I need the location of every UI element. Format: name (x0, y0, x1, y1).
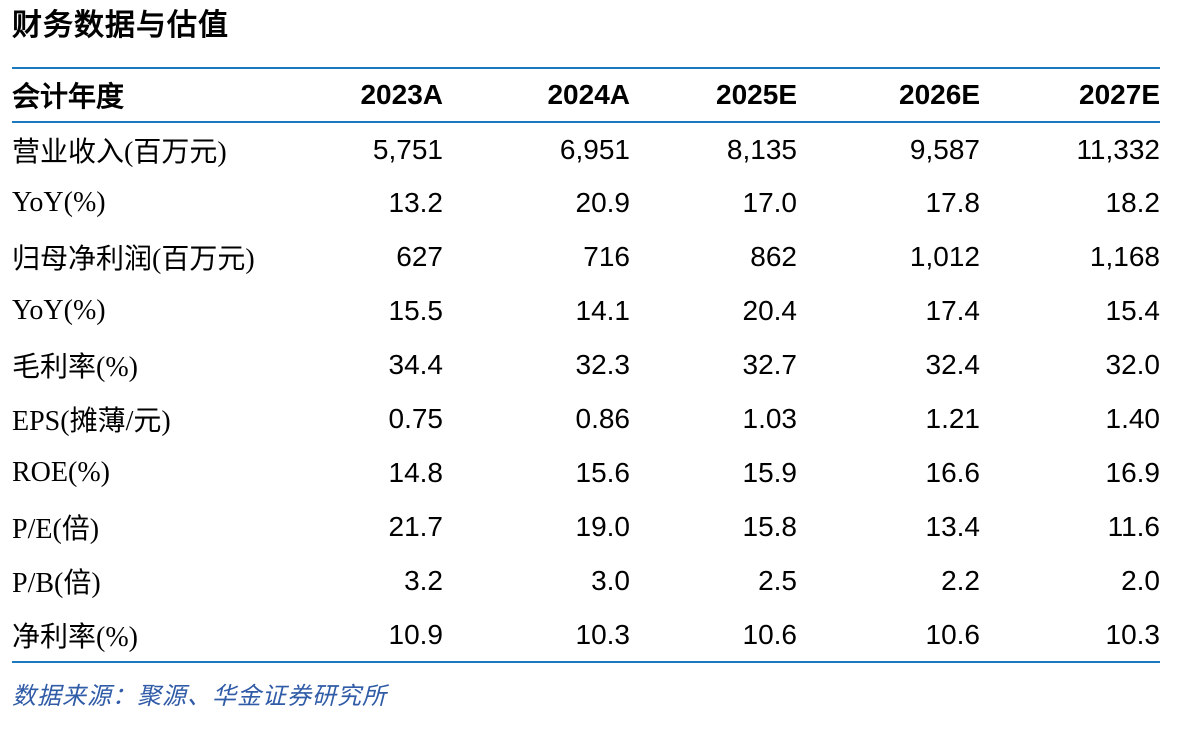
cell-value: 14.1 (575, 295, 631, 326)
table-row-revenue-yoy: YoY(%) 13.2 20.9 17.0 17.8 18.2 (12, 176, 1160, 230)
cell-value: 32.3 (575, 349, 631, 380)
cell-value: 2.5 (758, 565, 797, 596)
cell-value: 17.0 (742, 187, 798, 218)
row-label: P/B(倍) (12, 568, 101, 599)
cell-value: 3.2 (404, 565, 443, 596)
table-row-revenue: 营业收入(百万元) 5,751 6,951 8,135 9,587 11,332 (12, 122, 1160, 176)
cell-value: 8,135 (726, 133, 797, 165)
table-row-pe: P/E(倍) 21.7 19.0 15.8 13.4 11.6 (12, 500, 1160, 554)
cell-value: 1.03 (742, 403, 798, 434)
row-label: 毛利率(%) (12, 352, 138, 383)
cell-value: 2.2 (941, 565, 980, 596)
cell-value: 34.4 (388, 349, 444, 380)
column-header-fiscal-year: 会计年度 (12, 82, 125, 113)
cell-value: 1.21 (925, 403, 981, 434)
page-title: 财务数据与估值 (12, 9, 229, 42)
cell-value: 16.9 (1105, 457, 1161, 488)
table-row-net-profit: 归母净利润(百万元) 627 716 862 1,012 1,168 (12, 230, 1160, 284)
row-label: 营业收入(百万元) (12, 136, 227, 168)
cell-value: 20.4 (742, 295, 798, 326)
cell-value: 32.4 (925, 349, 981, 380)
cell-value: 3.0 (591, 565, 630, 596)
cell-value: 716 (583, 241, 630, 272)
cell-value: 11.6 (1107, 511, 1160, 542)
cell-value: 21.7 (388, 511, 444, 542)
financial-data-table: 会计年度 2023A 2024A 2025E 2026E 2027E 营业收入(… (12, 67, 1160, 663)
cell-value: 862 (750, 241, 797, 272)
row-label: ROE(%) (12, 457, 110, 488)
table-row-gross-margin: 毛利率(%) 34.4 32.3 32.7 32.4 32.0 (12, 338, 1160, 392)
cell-value: 32.7 (742, 349, 798, 380)
cell-value: 5,751 (372, 133, 443, 165)
cell-value: 1.40 (1105, 403, 1161, 434)
table-row-pb: P/B(倍) 3.2 3.0 2.5 2.2 2.0 (12, 554, 1160, 608)
cell-value: 15.8 (742, 511, 798, 542)
cell-value: 0.75 (388, 403, 444, 434)
cell-value: 15.9 (742, 457, 798, 488)
cell-value: 17.8 (925, 187, 981, 218)
cell-value: 10.9 (388, 618, 444, 650)
cell-value: 2.0 (1121, 565, 1160, 596)
cell-value: 19.0 (575, 511, 631, 542)
cell-value: 16.6 (925, 457, 981, 488)
row-label: P/E(倍) (12, 514, 100, 545)
cell-value: 18.2 (1105, 187, 1161, 218)
cell-value: 1,012 (909, 241, 980, 272)
table-row-net-margin: 净利率(%) 10.9 10.3 10.6 10.6 10.3 (12, 608, 1160, 662)
cell-value: 627 (396, 241, 443, 272)
cell-value: 10.6 (742, 618, 798, 650)
cell-value: 14.8 (388, 457, 444, 488)
cell-value: 11,332 (1076, 133, 1160, 165)
row-label: 归母净利润(百万元) (12, 244, 255, 275)
column-header-2027E: 2027E (1079, 79, 1160, 110)
row-label: 净利率(%) (12, 621, 138, 653)
row-label: YoY(%) (12, 295, 106, 326)
table-body: 营业收入(百万元) 5,751 6,951 8,135 9,587 11,332… (12, 122, 1160, 662)
column-header-2025E: 2025E (716, 79, 797, 110)
cell-value: 13.4 (925, 511, 981, 542)
table-header-row: 会计年度 2023A 2024A 2025E 2026E 2027E (12, 68, 1160, 122)
cell-value: 15.5 (388, 295, 444, 326)
cell-value: 10.6 (925, 618, 981, 650)
table-row-net-profit-yoy: YoY(%) 15.5 14.1 20.4 17.4 15.4 (12, 284, 1160, 338)
cell-value: 10.3 (575, 618, 631, 650)
cell-value: 15.6 (575, 457, 631, 488)
data-source-note: 数据来源：聚源、华金证券研究所 (12, 684, 387, 710)
cell-value: 0.86 (575, 403, 631, 434)
cell-value: 6,951 (559, 133, 630, 165)
cell-value: 20.9 (575, 187, 631, 218)
table-row-eps: EPS(摊薄/元) 0.75 0.86 1.03 1.21 1.40 (12, 392, 1160, 446)
table-row-roe: ROE(%) 14.8 15.6 15.9 16.6 16.9 (12, 446, 1160, 500)
row-label: YoY(%) (12, 187, 106, 218)
cell-value: 32.0 (1105, 349, 1161, 380)
cell-value: 10.3 (1105, 618, 1161, 650)
cell-value: 9,587 (909, 133, 980, 165)
column-header-2026E: 2026E (899, 79, 980, 110)
column-header-2023A: 2023A (360, 79, 443, 110)
table-header: 会计年度 2023A 2024A 2025E 2026E 2027E (12, 68, 1160, 122)
cell-value: 15.4 (1105, 295, 1161, 326)
cell-value: 1,168 (1089, 241, 1160, 272)
row-label: EPS(摊薄/元) (12, 406, 171, 437)
column-header-2024A: 2024A (547, 79, 630, 110)
cell-value: 13.2 (388, 187, 444, 218)
cell-value: 17.4 (925, 295, 981, 326)
